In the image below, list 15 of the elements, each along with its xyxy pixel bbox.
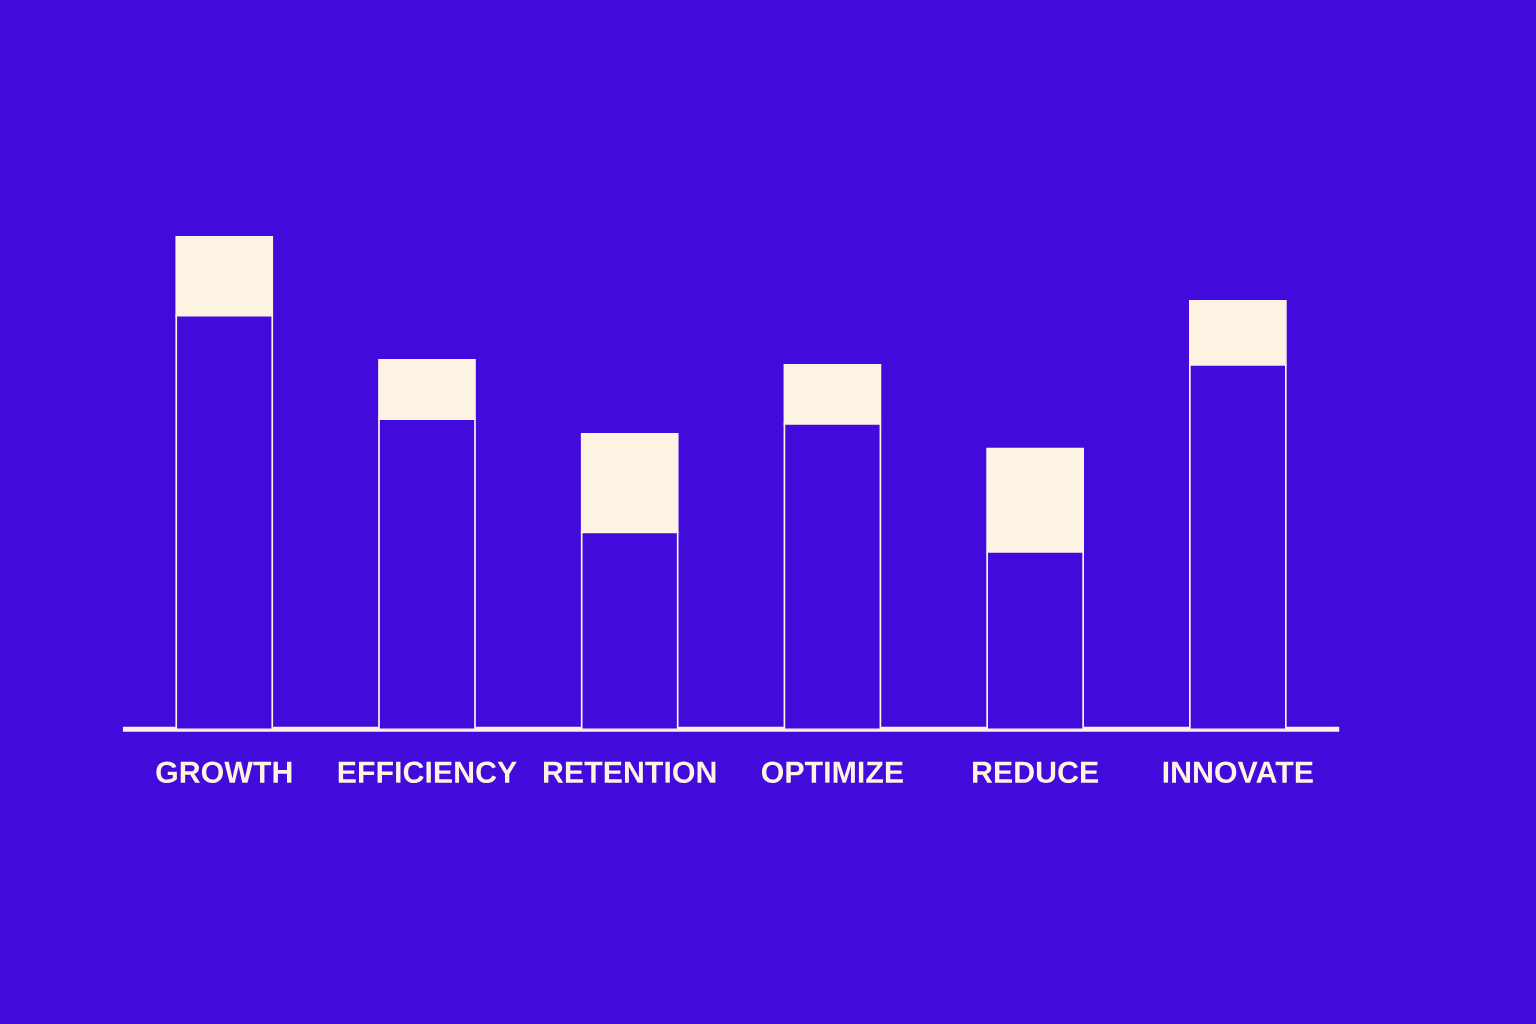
bar [986, 447, 1084, 553]
x-tick-label: REDUCE [973, 761, 1099, 783]
x-tick-label: INNOVATE [1163, 761, 1313, 783]
x-tick-label: OPTIMIZE [761, 761, 903, 783]
bar [175, 314, 274, 730]
x-tick-label: EFFICIENCY [338, 761, 517, 783]
x-tick-label: RETENTION [543, 761, 716, 783]
bar [783, 423, 882, 730]
bar [783, 364, 882, 425]
bar [580, 432, 679, 534]
bar [580, 531, 679, 730]
bar [986, 551, 1084, 730]
bar [1189, 364, 1287, 730]
x-tick-label: GROWTH [156, 761, 292, 783]
bar [378, 359, 476, 420]
